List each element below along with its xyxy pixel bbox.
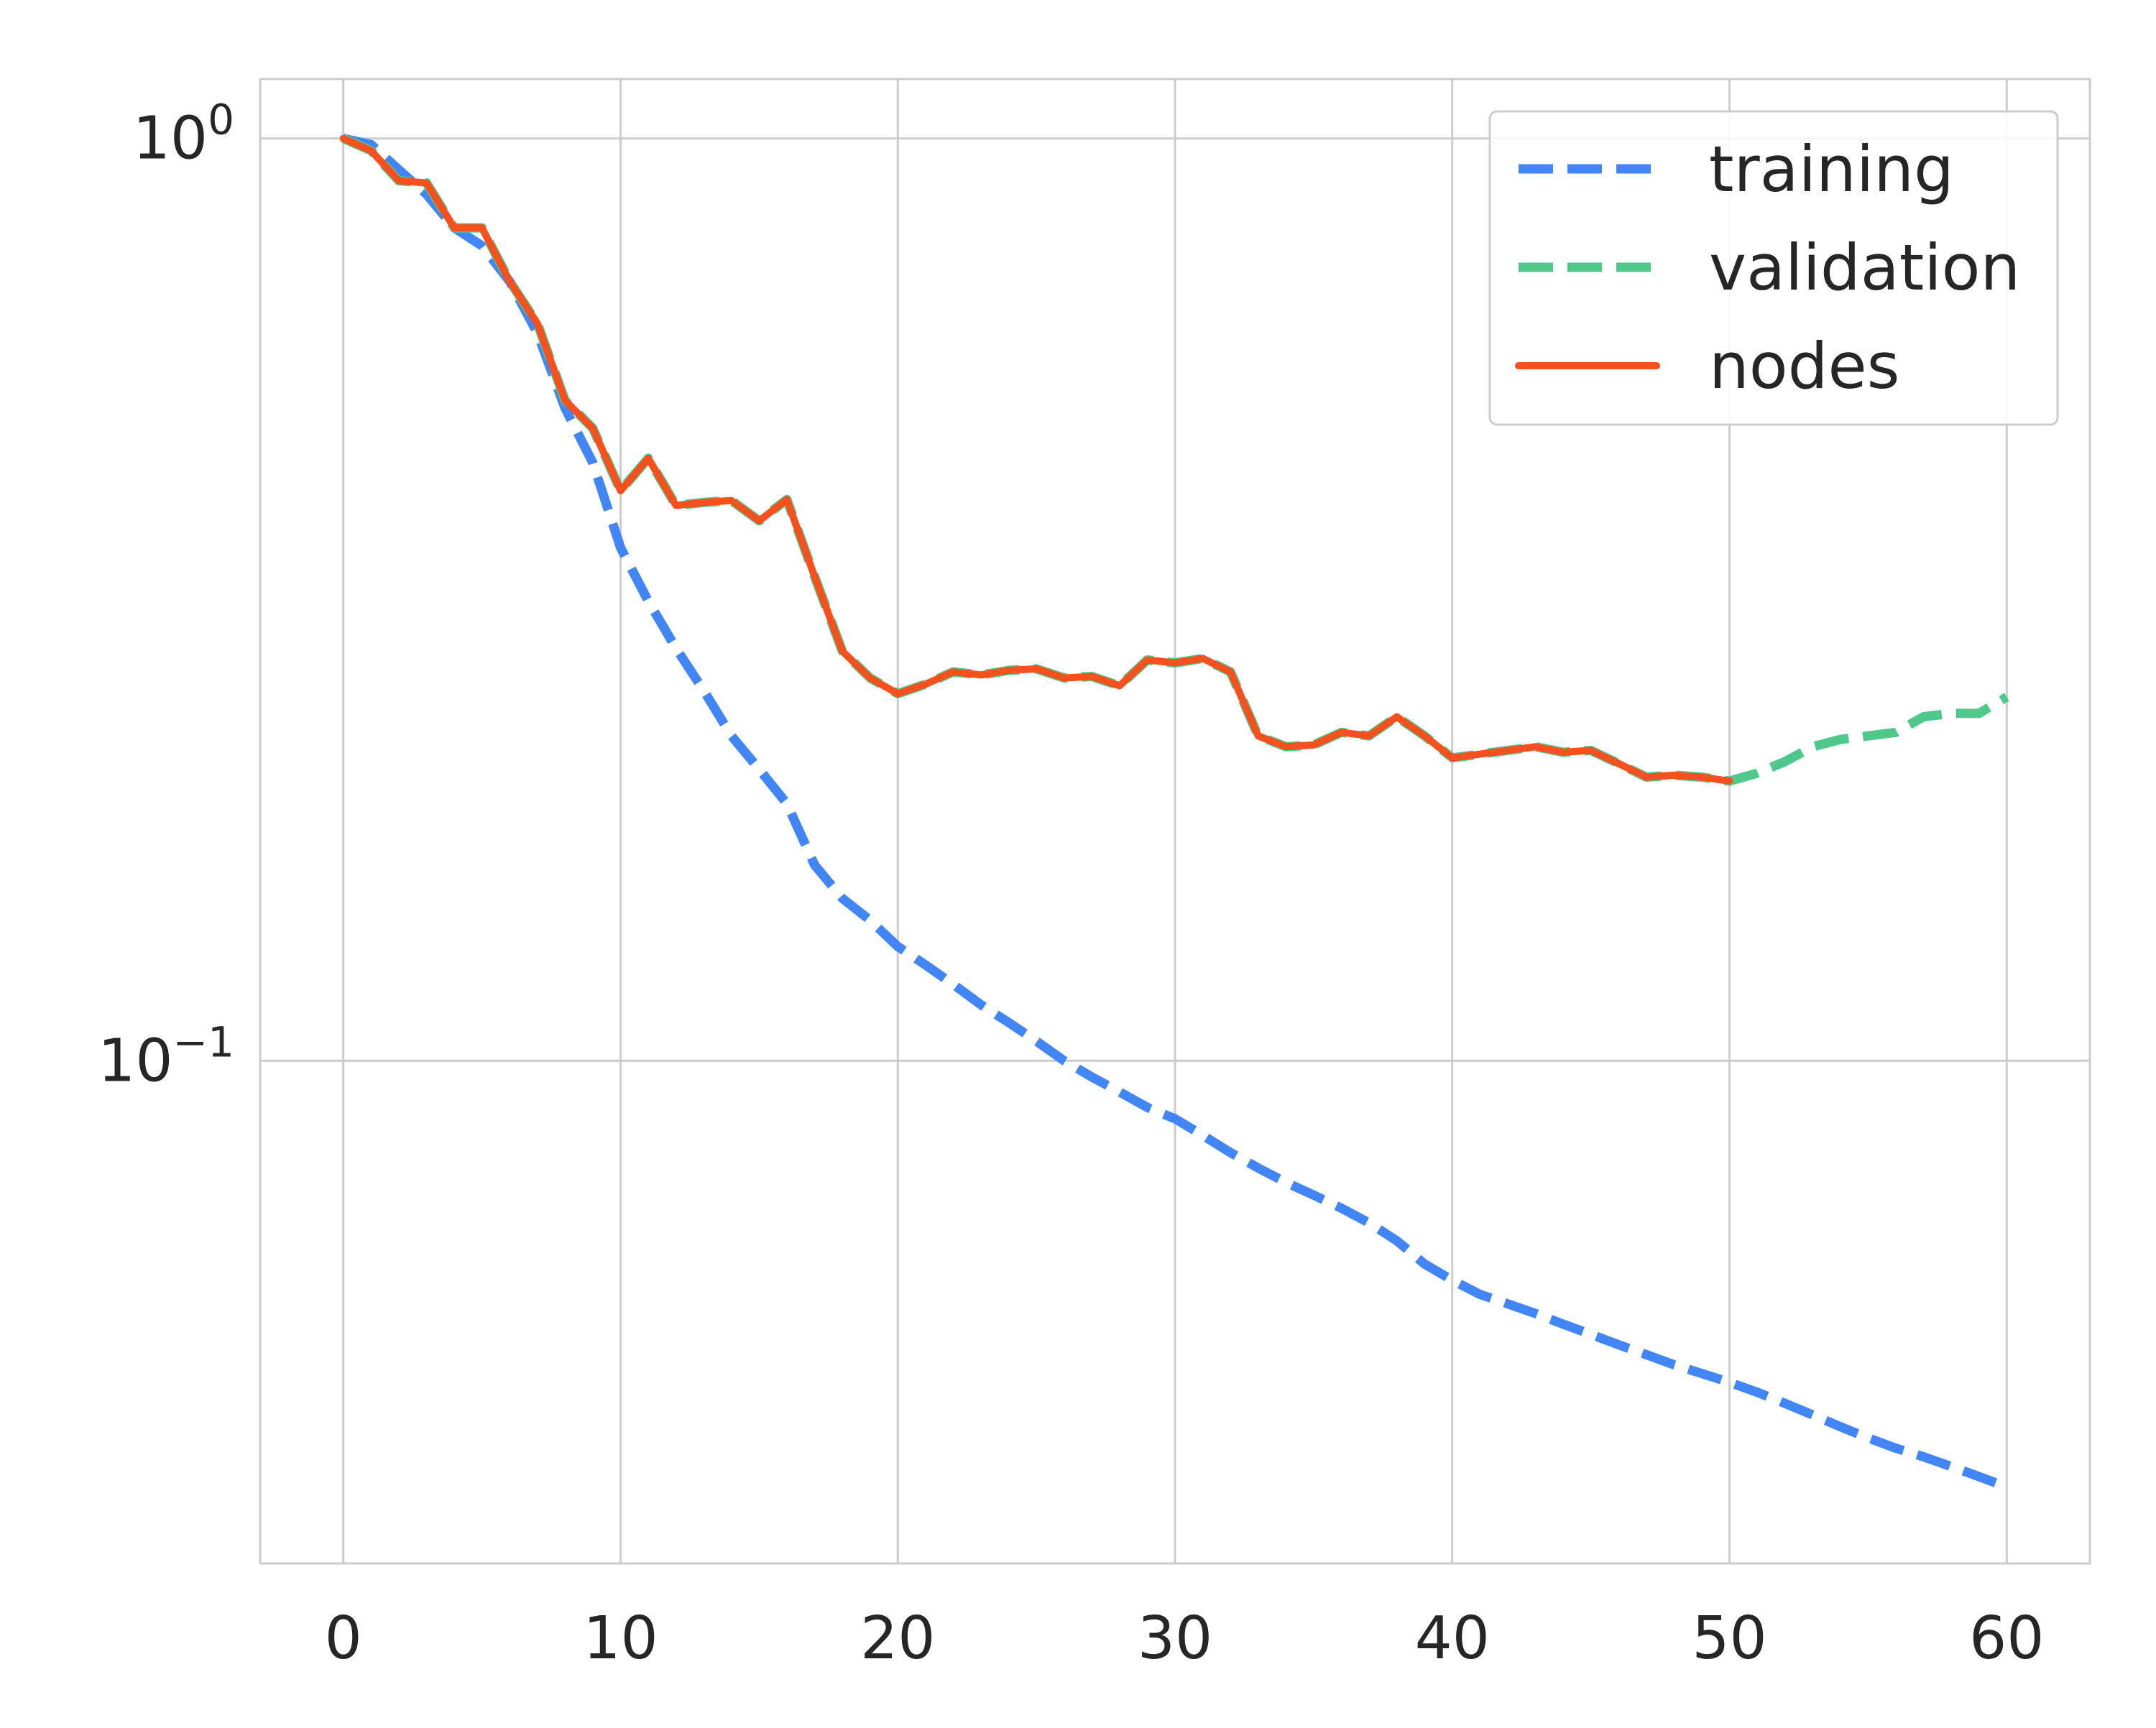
- legend-box: [1488, 110, 2059, 426]
- series-line-training: [342, 134, 2009, 1492]
- y-tick-exponent: 0: [208, 96, 234, 144]
- legend: training validation nodes: [1488, 110, 2059, 426]
- y-tick-base: 10: [133, 105, 208, 173]
- x-tick-label: 20: [860, 1604, 935, 1673]
- y-tick-label: 100: [133, 96, 234, 173]
- x-tick-label: 60: [1969, 1604, 2044, 1673]
- plot-frame: [259, 78, 2091, 1565]
- y-tick-label: 10−1: [98, 1017, 234, 1095]
- y-tick-base: 10: [98, 1027, 172, 1095]
- y-tick-exponent: −1: [173, 1017, 235, 1066]
- x-tick-label: 10: [583, 1604, 658, 1673]
- series-line-nodes: [339, 134, 1733, 785]
- x-tick-label: 50: [1692, 1604, 1766, 1673]
- grid: [260, 79, 2090, 1563]
- x-tick-label: 40: [1415, 1604, 1490, 1673]
- legend-label-nodes: nodes: [1709, 329, 1899, 403]
- x-tick-label: 0: [325, 1604, 362, 1673]
- x-tick-label: 30: [1138, 1604, 1212, 1673]
- series-layer: [339, 134, 2009, 1492]
- legend-label-validation: validation: [1709, 231, 2020, 305]
- legend-label-training: training: [1709, 132, 1954, 206]
